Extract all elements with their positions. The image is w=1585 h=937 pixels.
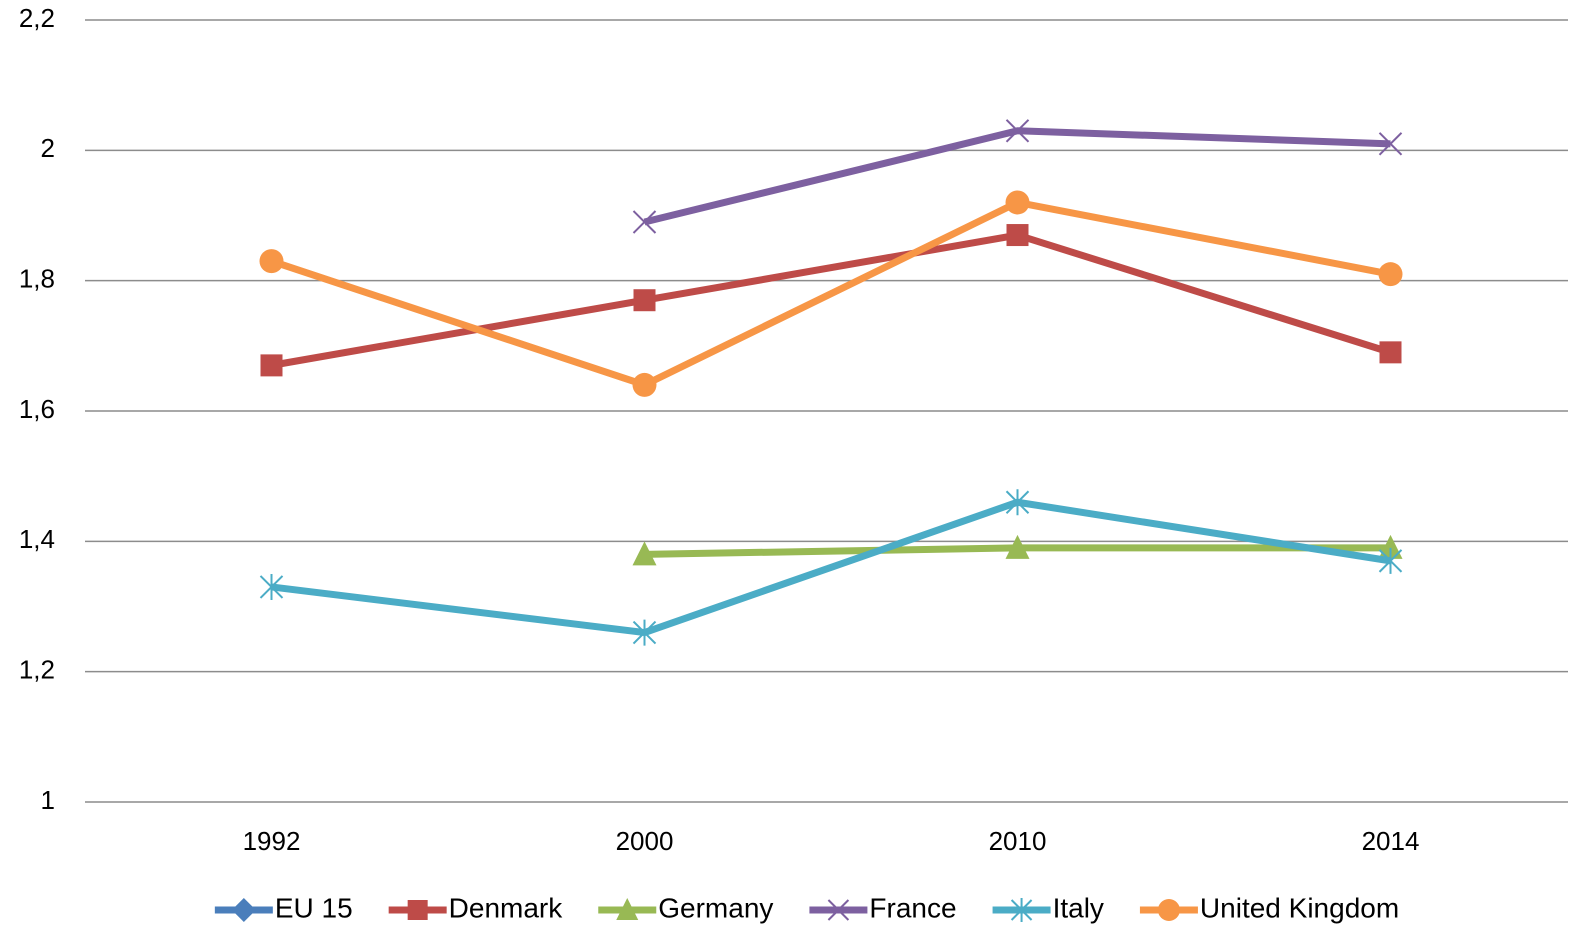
y-tick-label: 1,6 <box>19 394 55 424</box>
marker <box>1378 132 1403 156</box>
marker <box>1378 547 1403 574</box>
y-tick-label: 2,2 <box>19 3 55 33</box>
legend-item: United Kingdom <box>1139 892 1399 923</box>
legend-text: Italy <box>1053 892 1104 923</box>
marker <box>632 541 657 566</box>
marker <box>259 249 284 274</box>
marker <box>632 210 657 234</box>
marker <box>1157 899 1180 921</box>
legend-text: France <box>869 892 956 923</box>
y-tick-label: 1,2 <box>19 655 55 685</box>
series-line <box>271 498 1392 637</box>
marker <box>1378 534 1403 559</box>
marker <box>632 619 657 646</box>
marker <box>1378 262 1403 287</box>
marker <box>632 372 657 397</box>
x-tick-label: 2014 <box>1362 826 1420 856</box>
legend-text: Denmark <box>449 892 564 923</box>
marker <box>1005 534 1030 559</box>
legend-item: France <box>809 892 957 923</box>
marker <box>633 289 656 312</box>
marker <box>1005 489 1030 516</box>
legend-text: United Kingdom <box>1200 892 1399 923</box>
y-tick-label: 1 <box>41 785 55 815</box>
legend-text: Germany <box>658 892 773 923</box>
series-line <box>270 231 1392 369</box>
y-tick-label: 1,4 <box>19 524 55 554</box>
marker <box>407 900 428 920</box>
marker <box>1006 224 1029 247</box>
marker <box>1010 898 1033 922</box>
legend-text: EU 15 <box>275 892 353 923</box>
legend-item: Italy <box>992 892 1104 923</box>
marker <box>259 573 284 600</box>
marker <box>260 354 283 377</box>
marker <box>231 898 256 922</box>
legend-item: EU 15 <box>214 892 353 923</box>
y-tick-label: 1,8 <box>19 264 55 294</box>
x-tick-label: 1992 <box>243 826 301 856</box>
legend-item: Germany <box>598 892 773 923</box>
x-tick-label: 2010 <box>989 826 1047 856</box>
marker <box>1005 190 1030 215</box>
marker <box>1005 119 1030 143</box>
series-line <box>270 198 1392 389</box>
marker <box>1379 341 1402 364</box>
marker <box>616 898 639 920</box>
legend-item: Denmark <box>388 892 564 923</box>
marker <box>827 899 850 921</box>
x-tick-label: 2000 <box>616 826 674 856</box>
y-tick-label: 2 <box>41 133 55 163</box>
legend: EU 15 Denmark Germany France Italy United Kin… <box>214 892 1399 923</box>
